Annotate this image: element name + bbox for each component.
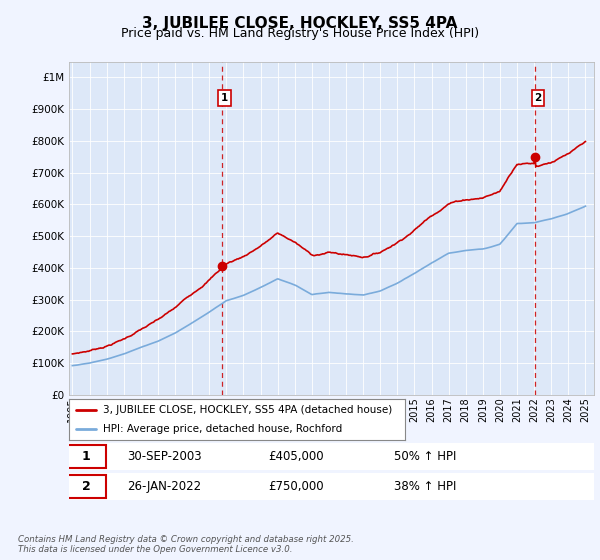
Text: 26-JAN-2022: 26-JAN-2022 bbox=[127, 480, 201, 493]
Text: 1: 1 bbox=[221, 93, 228, 103]
Text: 1: 1 bbox=[82, 450, 91, 463]
FancyBboxPatch shape bbox=[67, 445, 106, 468]
Text: Price paid vs. HM Land Registry's House Price Index (HPI): Price paid vs. HM Land Registry's House … bbox=[121, 27, 479, 40]
Text: £405,000: £405,000 bbox=[269, 450, 324, 463]
FancyBboxPatch shape bbox=[67, 475, 106, 498]
Text: 3, JUBILEE CLOSE, HOCKLEY, SS5 4PA: 3, JUBILEE CLOSE, HOCKLEY, SS5 4PA bbox=[142, 16, 458, 31]
Text: 38% ↑ HPI: 38% ↑ HPI bbox=[395, 480, 457, 493]
Text: 2: 2 bbox=[82, 480, 91, 493]
Text: Contains HM Land Registry data © Crown copyright and database right 2025.
This d: Contains HM Land Registry data © Crown c… bbox=[18, 535, 354, 554]
Text: 50% ↑ HPI: 50% ↑ HPI bbox=[395, 450, 457, 463]
Text: HPI: Average price, detached house, Rochford: HPI: Average price, detached house, Roch… bbox=[103, 424, 342, 433]
Text: 30-SEP-2003: 30-SEP-2003 bbox=[127, 450, 202, 463]
Text: 3, JUBILEE CLOSE, HOCKLEY, SS5 4PA (detached house): 3, JUBILEE CLOSE, HOCKLEY, SS5 4PA (deta… bbox=[103, 405, 392, 415]
Text: £750,000: £750,000 bbox=[269, 480, 324, 493]
Text: 2: 2 bbox=[534, 93, 542, 103]
